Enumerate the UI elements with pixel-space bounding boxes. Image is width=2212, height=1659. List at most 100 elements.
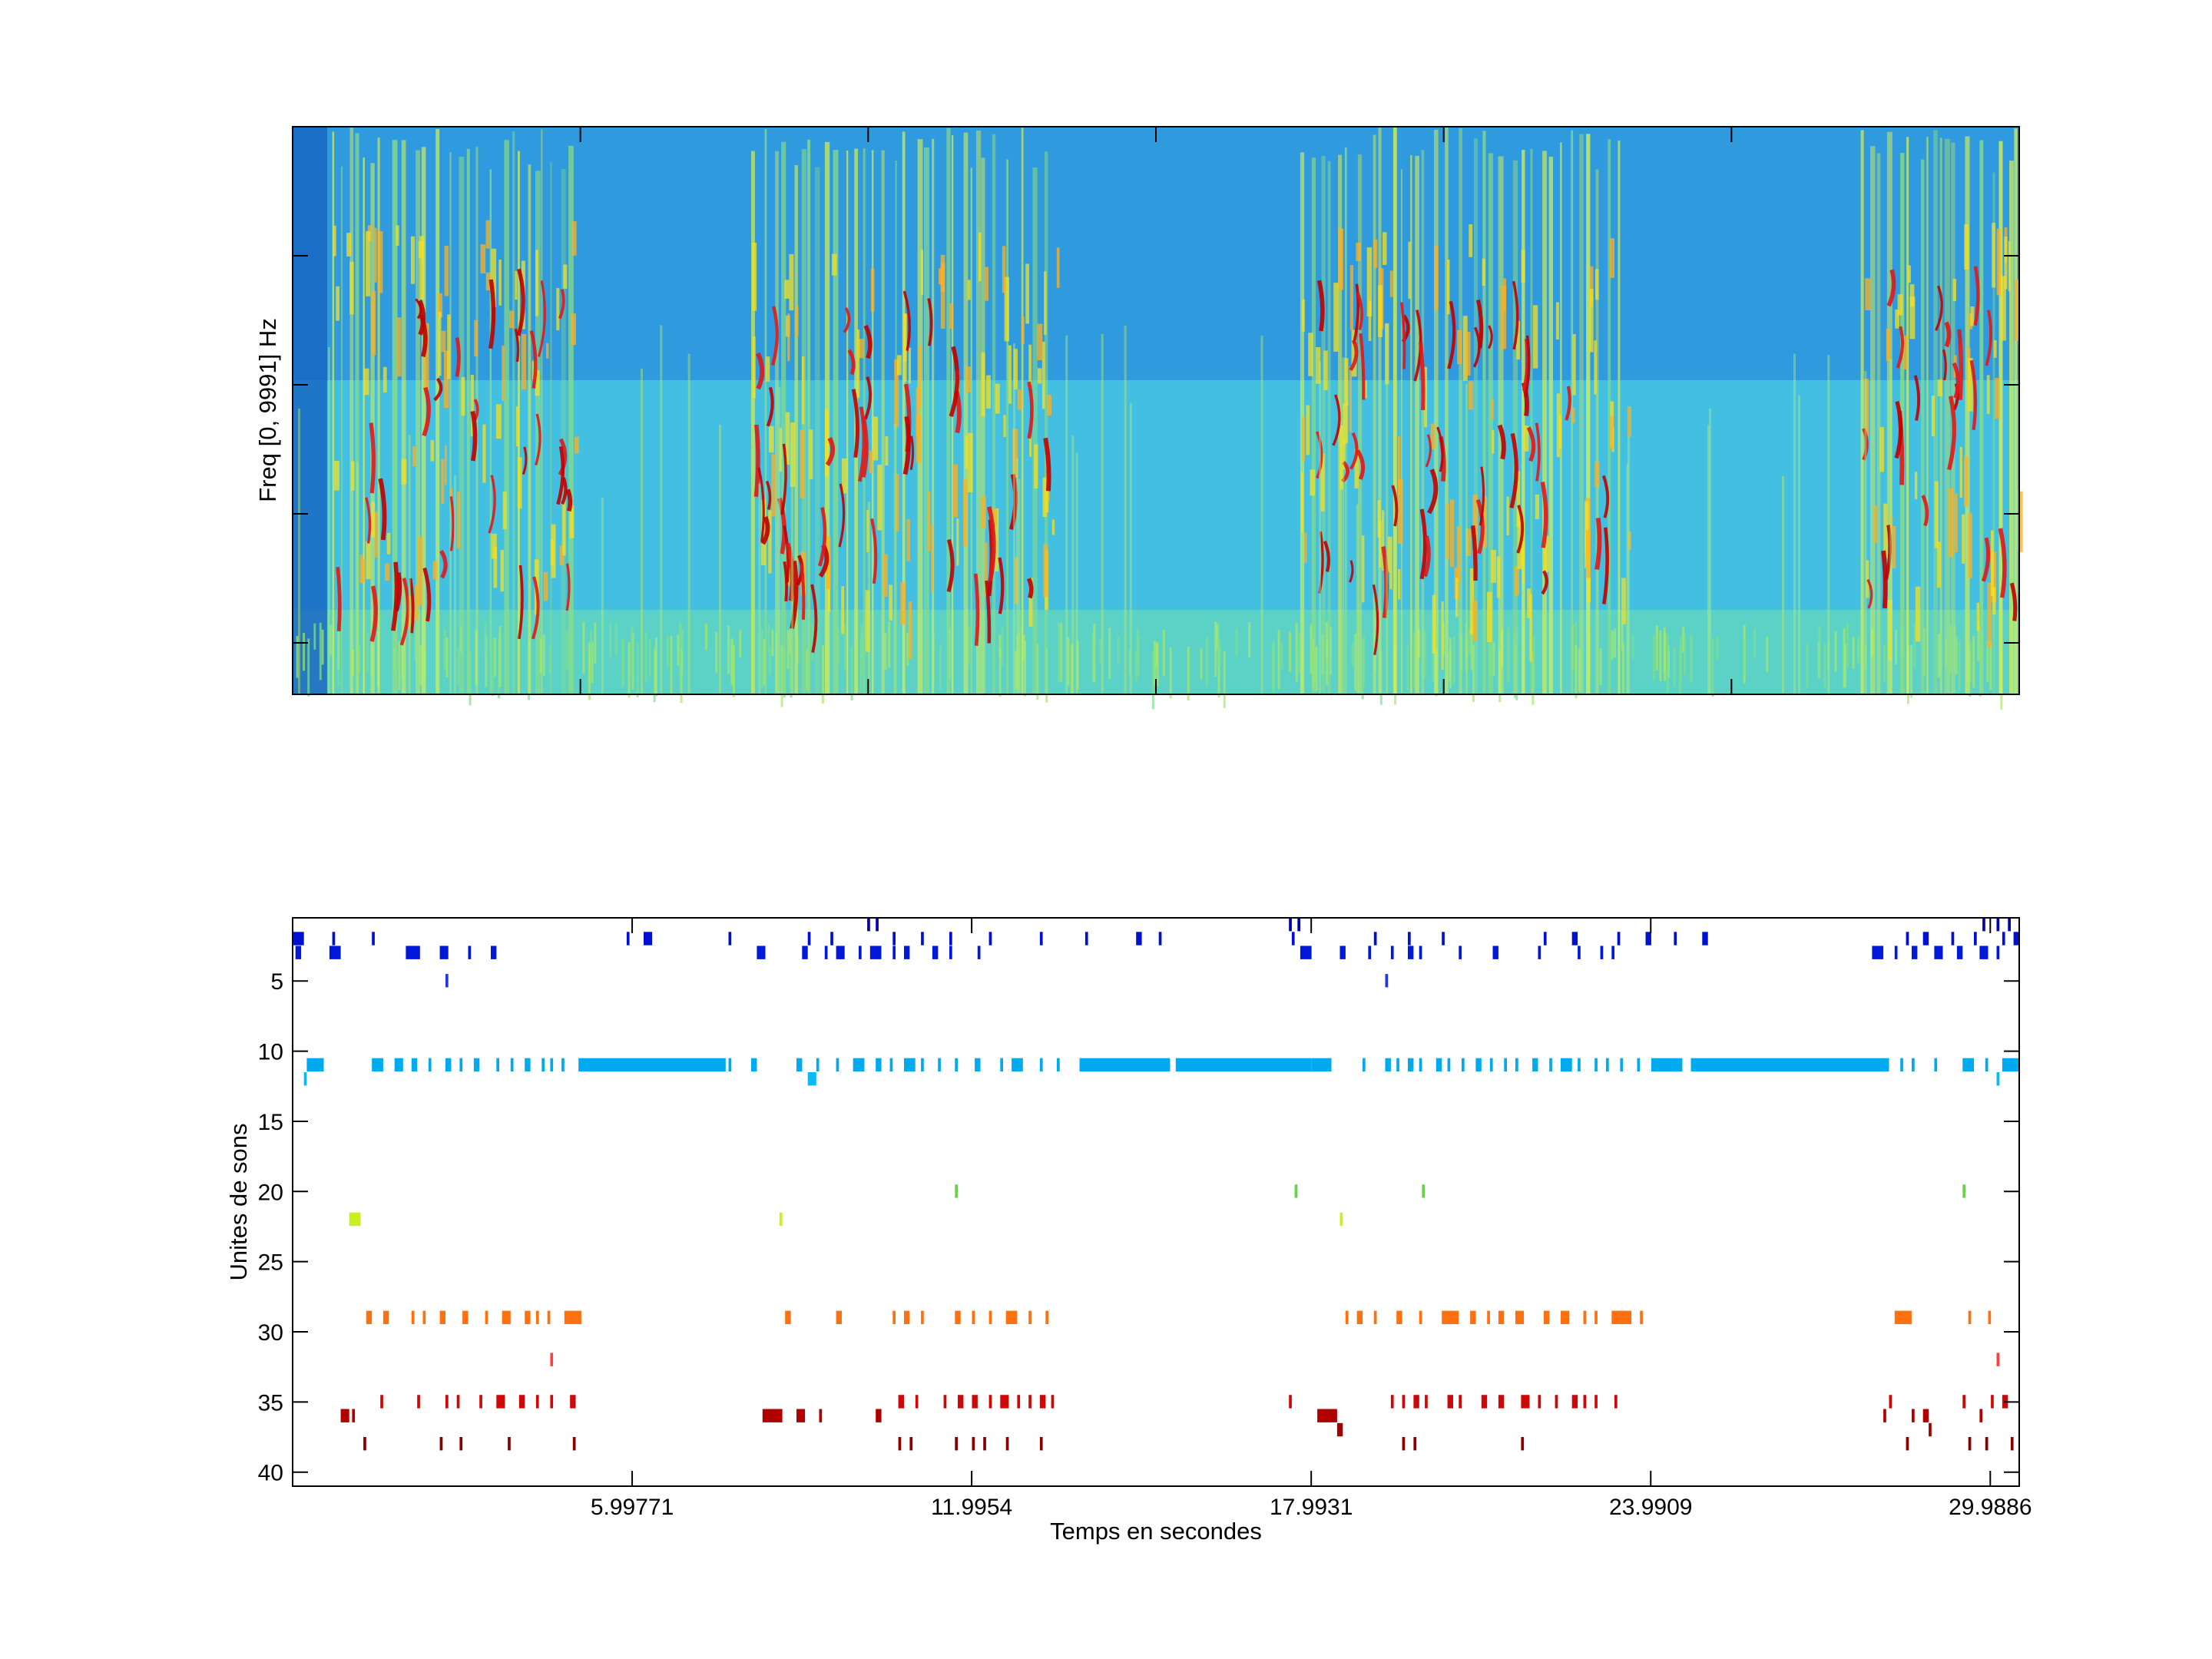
spectrogram-noise — [1024, 641, 1026, 697]
raster-series-unit-38 — [363, 1437, 2014, 1451]
spectrogram-chirp — [862, 417, 869, 478]
raster-event-u35-20 — [1039, 1395, 1046, 1409]
raster-event-u38-7 — [955, 1437, 958, 1451]
spectrogram-chirp — [1866, 578, 1873, 609]
spectrogram-energy — [1532, 305, 1538, 369]
spectrogram-chirp — [785, 542, 795, 601]
raster-event-u11-33 — [1175, 1058, 1312, 1072]
raster-event-u2-23 — [1645, 932, 1651, 945]
spectrogram-energy — [535, 250, 538, 316]
spectrogram-energy — [563, 264, 568, 289]
spectrogram-noise — [469, 651, 472, 706]
spectrogram-ticks — [293, 127, 2019, 694]
spectrogram-noise — [484, 622, 487, 654]
spectrogram-noise — [1955, 636, 1958, 674]
spectrogram-burst-0 — [332, 127, 579, 695]
raster-event-u29-36 — [1594, 1310, 1598, 1324]
spectrogram-noise — [1468, 628, 1471, 655]
spectrogram-energy — [444, 246, 449, 296]
raster-event-u3-20 — [1390, 945, 1394, 959]
spectrogram-energy — [1914, 472, 1918, 499]
raster-event-u29-22 — [1045, 1310, 1048, 1324]
spectrogram-chirp — [909, 435, 915, 471]
spectrogram-noise — [906, 633, 909, 666]
spectrogram-energy — [779, 428, 783, 472]
spectrogram-energy — [1970, 306, 1975, 326]
spectrogram-noise — [1621, 622, 1624, 651]
spectrogram-striation — [349, 127, 354, 694]
spectrogram-chirp — [1522, 339, 1529, 391]
spectrogram-energy — [841, 586, 845, 634]
spectrogram-energy — [1432, 594, 1436, 654]
spectrogram-striation — [1992, 172, 1995, 694]
spectrogram-striation — [1933, 130, 1938, 694]
spectrogram-noise — [1716, 635, 1719, 661]
spectrogram-noise — [771, 629, 774, 656]
spectrogram-noise — [1363, 636, 1366, 687]
spectrogram-energy — [1004, 276, 1009, 342]
raster-event-u32-1 — [1996, 1353, 2000, 1366]
spectrogram-energy — [498, 260, 502, 306]
spectrogram-energy — [1366, 247, 1373, 316]
spectrogram-striation — [1530, 148, 1533, 695]
spectrogram-striation — [1459, 127, 1462, 694]
spectrogram-striation — [932, 138, 935, 695]
raster-event-u29-0 — [366, 1310, 373, 1324]
spectrogram-noise — [498, 626, 502, 687]
spectrogram-isolated-striation — [1071, 435, 1075, 694]
spectrogram-noise — [1223, 651, 1226, 708]
spectrogram-chirp — [1985, 310, 1992, 366]
spectrogram-noise — [1492, 642, 1495, 676]
spectrogram-striation — [363, 157, 365, 695]
spectrogram-striation — [781, 141, 786, 694]
spectrogram-chirp — [771, 306, 779, 366]
spectrogram-energy — [1349, 265, 1353, 330]
spectrogram-energy — [441, 459, 445, 505]
spectrogram-energy — [509, 310, 515, 329]
spectrogram-energy — [795, 306, 799, 337]
spectrogram-chirp — [780, 443, 787, 515]
raster-event-u35-17 — [1000, 1395, 1009, 1409]
spectrogram-energy — [1963, 455, 1969, 506]
spectrogram-noise — [1949, 624, 1952, 674]
spectrogram-energy — [1002, 246, 1006, 293]
raster-event-u2-30 — [2002, 932, 2005, 945]
spectrogram-chirp — [817, 507, 827, 567]
spectrogram-noise — [1910, 644, 1913, 698]
spectrogram-chirp — [2009, 582, 2018, 621]
raster-event-u22-1 — [779, 1212, 783, 1227]
raster-event-u29-33 — [1543, 1310, 1550, 1324]
spectrogram-energy — [502, 492, 507, 529]
spectrogram-noise — [548, 646, 551, 674]
raster-event-u11-11 — [541, 1058, 545, 1072]
spectrogram-energy — [1012, 429, 1018, 478]
raster-event-u29-34 — [1561, 1310, 1570, 1324]
spectrogram-striation — [1488, 153, 1493, 694]
spectrogram-energy — [371, 502, 376, 538]
spectrogram-energy — [1937, 379, 1942, 397]
spectrogram-ylabel: Freq [0, 9991] Hz — [254, 318, 281, 502]
raster-event-u1-2 — [1289, 918, 1292, 932]
spectrogram-noise — [628, 641, 631, 698]
spectrogram-noise — [1972, 635, 1975, 688]
raster-event-u2-8 — [892, 932, 896, 945]
spectrogram-energy — [1954, 493, 1958, 553]
spectrogram-energy — [1373, 239, 1378, 268]
spectrogram-energy — [372, 291, 376, 356]
spectrogram-striation — [1434, 129, 1439, 694]
spectrogram-isolated-striation — [718, 425, 721, 694]
raster-event-u2-22 — [1617, 932, 1621, 945]
spectrogram-noise — [1153, 641, 1156, 686]
spectrogram-noise — [796, 635, 800, 664]
raster-event-u11-41 — [1447, 1058, 1451, 1072]
spectrogram-energy — [949, 303, 954, 329]
raster-event-u2-3 — [626, 932, 630, 945]
spectrogram-energy — [1610, 416, 1614, 449]
spectrogram-striation — [1965, 136, 1970, 694]
spectrogram-noise — [1507, 628, 1510, 683]
spectrogram-noise — [1289, 631, 1292, 672]
spectrogram-chirp — [1565, 386, 1571, 421]
raster-series-unit-11 — [306, 1058, 2019, 1072]
spectrogram-chirp — [516, 268, 525, 336]
raster-event-u3-30 — [1894, 945, 1898, 959]
